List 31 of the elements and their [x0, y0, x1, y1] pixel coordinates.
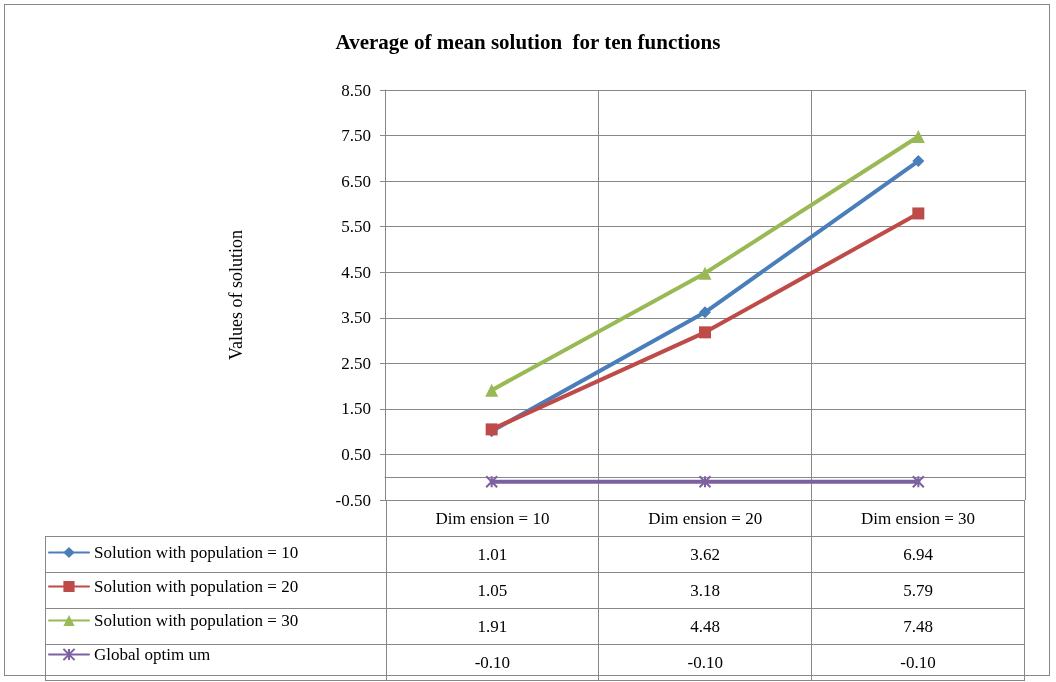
data-label: 6.94	[811, 536, 1025, 573]
y-tick-label: 5.50	[341, 217, 371, 237]
y-tick-label: 7.50	[341, 126, 371, 146]
legend-label: Solution with population = 10	[94, 543, 299, 562]
data-label: 1.91	[386, 608, 599, 645]
x-tick-label: Dim ension = 20	[598, 500, 812, 537]
data-label: 4.48	[598, 608, 812, 645]
data-label: 5.79	[811, 572, 1025, 609]
y-tick-label: 0.50	[341, 444, 371, 464]
data-label: -0.10	[598, 644, 812, 681]
y-tick-label: 3.50	[341, 308, 371, 328]
x-tick-label: Dim ension = 30	[811, 500, 1025, 537]
y-tick-label: 2.50	[341, 353, 371, 373]
data-label: 3.62	[598, 536, 812, 573]
y-tick-label: 1.50	[341, 399, 371, 419]
y-tick-label: -0.50	[335, 490, 371, 510]
x-tick-label: Dim ension = 10	[386, 500, 599, 537]
y-tick-label: 6.50	[341, 171, 371, 191]
legend-label: Solution with population = 20	[94, 577, 299, 596]
legend-label: Solution with population = 30	[94, 611, 299, 630]
data-label: 3.18	[598, 572, 812, 609]
data-label: 1.05	[386, 572, 599, 609]
y-axis-title: Values of solution	[226, 230, 246, 360]
data-label: -0.10	[386, 644, 599, 681]
data-label: 1.01	[386, 536, 599, 573]
chart-title: Average of mean solution for ten functions	[335, 29, 721, 54]
data-label: -0.10	[811, 644, 1025, 681]
data-label: 7.48	[811, 608, 1025, 645]
legend-label: Global optim um	[94, 645, 211, 664]
y-tick-label: 8.50	[341, 80, 371, 100]
y-tick-label: 4.50	[341, 262, 371, 282]
